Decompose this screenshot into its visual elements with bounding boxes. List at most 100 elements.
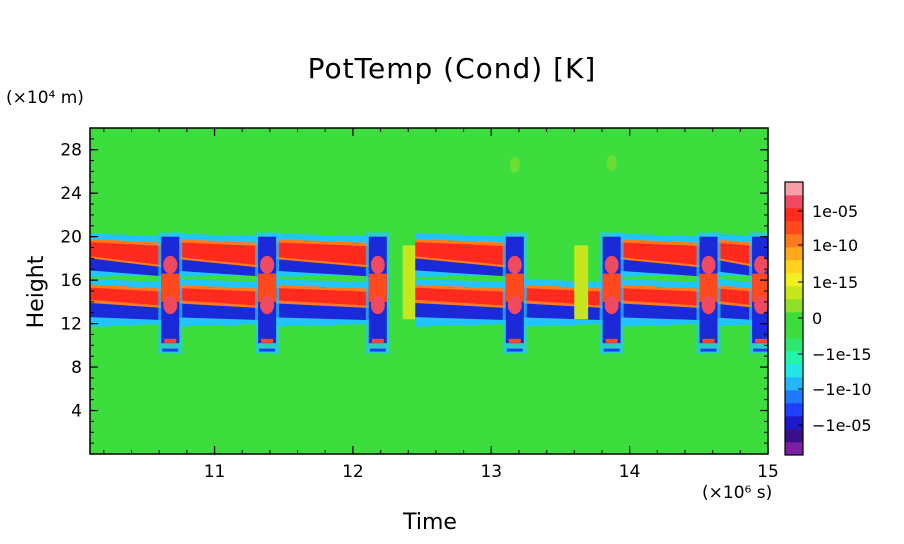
x-tick-label: 14: [619, 462, 641, 482]
x-axis-unit: (×10⁶ s): [702, 483, 773, 503]
colorbar-swatch: [785, 273, 803, 287]
event-mid: [699, 273, 718, 302]
blue-upper-band: [170, 258, 268, 277]
event-stripe: [508, 338, 521, 343]
event-stripe: [261, 338, 274, 343]
red-upper-core: [90, 242, 171, 267]
event-bulb-lower: [604, 296, 619, 315]
event-stripe: [506, 348, 523, 352]
red-lower-core: [90, 287, 171, 307]
blue-lower-band: [708, 302, 762, 321]
colorbar-swatch: [785, 299, 803, 313]
event-mid: [602, 273, 621, 302]
event-mid: [258, 273, 277, 302]
colorbar-label: 1e-10: [812, 236, 858, 255]
y-tick-label: 20: [60, 228, 82, 248]
event-mid: [368, 273, 387, 302]
event-bulb-upper: [507, 255, 522, 274]
faint-bubble: [509, 156, 520, 173]
event-bulb-upper: [370, 255, 385, 274]
blue-lower-band: [611, 302, 709, 321]
red-lower-core: [415, 287, 515, 307]
y-tick-label: 12: [60, 315, 82, 335]
colorbar-swatch: [785, 377, 803, 391]
colorbar-swatch: [785, 286, 803, 300]
red-upper-core: [415, 242, 515, 267]
red-lower-core: [611, 287, 709, 307]
y-tick-label: 28: [60, 141, 82, 161]
y-tick-label: 24: [60, 184, 82, 204]
colorbar-swatch: [785, 351, 803, 365]
colorbar-label: −1e-10: [812, 380, 872, 399]
event-mid: [161, 273, 180, 302]
y-tick-label: 4: [71, 402, 82, 422]
event-mid: [505, 273, 524, 302]
x-tick-label: 12: [342, 462, 364, 482]
event-bulb-upper: [163, 255, 178, 274]
colorbar-swatch: [785, 325, 803, 339]
event-stripe: [259, 348, 276, 352]
event-stripe: [164, 338, 177, 343]
colorbar-swatch: [785, 416, 803, 430]
event-stripe: [371, 338, 384, 343]
event-stripe: [700, 348, 717, 352]
event-bulb-upper: [260, 255, 275, 274]
event-stripe: [753, 348, 768, 352]
x-tick-label: 15: [757, 462, 779, 482]
red-lower-core: [267, 287, 378, 307]
blue-upper-band: [267, 258, 378, 277]
red-upper-core: [611, 242, 709, 267]
colorbar-swatch: [785, 390, 803, 404]
event-stripe: [162, 348, 179, 352]
event-stripe: [603, 348, 620, 352]
event-bulb-lower: [163, 296, 178, 315]
colorbar-swatch: [785, 429, 803, 443]
edge-band: [574, 245, 589, 320]
colorbar: 1e-05 1e-10 1e-15 0 −1e-15 −1e-10 −1e-05: [784, 181, 872, 456]
colorbar-swatch: [785, 442, 803, 456]
event-bulb-lower: [370, 296, 385, 315]
event-bulb-upper: [604, 255, 619, 274]
event-bulb-lower: [754, 296, 768, 315]
x-tick-label: 13: [480, 462, 502, 482]
colorbar-swatch: [785, 312, 803, 326]
colorbar-label: 0: [812, 309, 822, 328]
colorbar-swatch: [785, 364, 803, 378]
blue-lower-band: [267, 302, 378, 321]
colorbar-swatch: [785, 338, 803, 352]
event-stripe: [605, 338, 618, 343]
colorbar-label: 1e-15: [812, 273, 858, 292]
blue-upper-band: [415, 258, 515, 277]
y-axis-label: Height: [24, 255, 49, 329]
blue-upper-band: [611, 258, 709, 277]
blue-lower-band: [415, 302, 515, 321]
event-stripe: [369, 348, 386, 352]
event-stripe: [755, 338, 768, 343]
colorbar-label: −1e-05: [812, 416, 872, 435]
colorbar-swatch: [785, 234, 803, 248]
red-lower-core: [708, 287, 762, 307]
edge-band: [402, 245, 416, 320]
y-tick-label: 8: [71, 358, 82, 378]
y-tick-label: 16: [60, 271, 82, 291]
colorbar-swatch: [785, 247, 803, 261]
red-lower-core: [170, 287, 268, 307]
red-upper-core: [708, 242, 762, 267]
colorbar-label: −1e-15: [812, 345, 872, 364]
event-bulb-lower: [260, 296, 275, 315]
y-axis-unit: (×10⁴ m): [6, 88, 84, 108]
blue-lower-band: [90, 302, 171, 321]
red-upper-core: [170, 242, 268, 267]
event-bulb-lower: [701, 296, 716, 315]
red-upper-core: [267, 242, 378, 267]
colorbar-swatch: [785, 195, 803, 209]
event-stripe: [702, 338, 715, 343]
faint-bubble: [606, 154, 617, 171]
chart-title: PotTemp (Cond) [K]: [307, 52, 597, 85]
x-axis-label: Time: [403, 510, 457, 535]
colorbar-swatch: [785, 182, 803, 196]
event-bulb-lower: [507, 296, 522, 315]
blue-upper-band: [708, 258, 762, 277]
blue-lower-band: [170, 302, 268, 321]
